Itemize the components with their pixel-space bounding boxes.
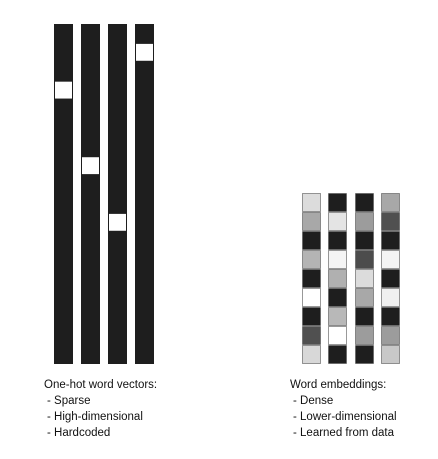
onehot-vector-1-hot-cell <box>55 81 72 99</box>
embedding-vector-2-cell <box>328 326 347 345</box>
embedding-vector-1-cell <box>302 193 321 212</box>
embedding-vector-4-cell <box>381 345 400 364</box>
embedding-vector-1 <box>302 193 321 364</box>
embedding-vector-2-cell <box>328 288 347 307</box>
embedding-vector-4-cell <box>381 193 400 212</box>
embedding-vector-4-cell <box>381 288 400 307</box>
onehot-item-sparse: - Sparse <box>47 395 91 407</box>
onehot-vector-4 <box>135 24 154 364</box>
embedding-item-learned: - Learned from data <box>293 427 395 439</box>
onehot-vector-2-hot-cell <box>82 157 99 175</box>
embedding-vector-3-cell <box>355 307 374 326</box>
onehot-vector-1-bar <box>54 24 73 364</box>
embedding-vector-3-cell <box>355 250 374 269</box>
embedding-vector-4 <box>381 193 400 364</box>
embedding-vector-2-cell <box>328 269 347 288</box>
embedding-vector-1-cell <box>302 326 321 345</box>
embedding-vector-2-cell <box>328 250 347 269</box>
embedding-item-lower-dimensional: - Lower-dimensional <box>293 411 397 423</box>
embedding-vector-1-cell <box>302 345 321 364</box>
embedding-vector-3-cell <box>355 212 374 231</box>
embedding-vector-2 <box>328 193 347 364</box>
onehot-vector-2-bar <box>81 24 100 364</box>
embedding-vector-3 <box>355 193 374 364</box>
onehot-vector-3 <box>108 24 127 364</box>
embedding-vectors <box>302 193 400 364</box>
embedding-vector-1-cell <box>302 231 321 250</box>
onehot-vector-4-hot-cell <box>136 43 153 61</box>
embedding-vector-4-cell <box>381 269 400 288</box>
embedding-vector-3-cell <box>355 231 374 250</box>
embedding-title: Word embeddings: <box>290 379 387 391</box>
embedding-item-dense: - Dense <box>293 395 334 407</box>
embedding-vector-2-cell <box>328 345 347 364</box>
embedding-caption: Word embeddings: - Dense - Lower-dimensi… <box>290 377 397 441</box>
onehot-vector-1 <box>54 24 73 364</box>
embedding-vector-3-cell <box>355 288 374 307</box>
embedding-vector-3-cell <box>355 345 374 364</box>
onehot-vector-2 <box>81 24 100 364</box>
embedding-vector-1-cell <box>302 288 321 307</box>
onehot-vector-3-bar <box>108 24 127 364</box>
embedding-vector-2-cell <box>328 212 347 231</box>
embedding-vector-4-cell <box>381 307 400 326</box>
embedding-vector-1-cell <box>302 307 321 326</box>
embedding-vector-1-cell <box>302 250 321 269</box>
embedding-vector-3-cell <box>355 269 374 288</box>
embedding-vector-1-cell <box>302 212 321 231</box>
embedding-vector-2-cell <box>328 231 347 250</box>
onehot-item-hardcoded: - Hardcoded <box>47 427 111 439</box>
onehot-title: One-hot word vectors: <box>44 379 158 391</box>
embedding-vector-4-cell <box>381 326 400 345</box>
onehot-item-high-dimensional: - High-dimensional <box>47 411 143 423</box>
onehot-vector-3-hot-cell <box>109 213 126 231</box>
embedding-vector-3-cell <box>355 193 374 212</box>
embedding-vector-2-cell <box>328 307 347 326</box>
onehot-vectors <box>54 24 154 364</box>
embedding-vector-4-cell <box>381 231 400 250</box>
embedding-vector-2-cell <box>328 193 347 212</box>
onehot-vector-4-bar <box>135 24 154 364</box>
embedding-vector-3-cell <box>355 326 374 345</box>
embedding-vector-1-cell <box>302 269 321 288</box>
embedding-vector-4-cell <box>381 212 400 231</box>
embedding-vector-4-cell <box>381 250 400 269</box>
onehot-caption: One-hot word vectors: - Sparse - High-di… <box>44 377 157 441</box>
